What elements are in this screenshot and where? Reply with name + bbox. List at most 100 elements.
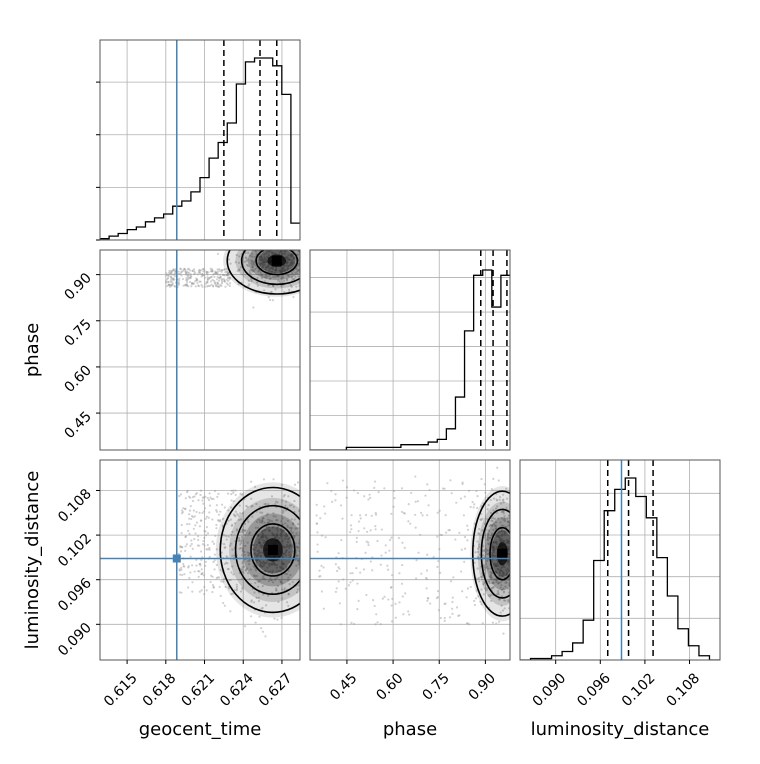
sample-point [534,583,536,585]
sample-point [249,268,253,272]
sample-point [490,545,493,549]
sample-point [186,274,189,277]
sample-point [350,514,353,517]
sample-point [210,574,213,577]
sample-point [257,518,260,521]
sample-point [516,557,518,559]
sample-point [227,272,230,275]
sample-point [183,565,186,568]
sample-point [213,553,217,556]
sample-point [215,563,218,567]
sample-point [521,596,523,598]
sample-point [261,577,264,580]
sample-point [338,567,341,570]
sample-point [271,267,274,271]
sample-point [177,282,180,285]
sample-point [237,514,240,517]
sample-point [276,501,279,504]
sample-point [231,565,234,568]
sample-point [437,609,441,612]
sample-point [489,573,493,577]
sample-point [224,546,227,549]
sample-point [205,589,208,592]
samples-ld-vs-geocent-time [177,478,308,638]
sample-point [244,211,246,213]
sample-point [414,475,417,478]
sample-point [461,590,464,593]
xlabel-geocent-time: geocent_time [139,719,262,740]
sample-point [211,269,214,272]
sample-point [306,247,308,249]
sample-point [255,561,258,564]
sample-point [306,547,308,549]
sample-point [320,564,323,567]
sample-point [204,560,207,563]
sample-point [194,524,197,527]
ytick-label: 0.090 [55,620,95,660]
sample-point [223,604,226,607]
sample-point [451,596,454,599]
sample-point [285,262,288,265]
sample-point [267,579,271,583]
sample-point [278,245,280,247]
sample-point [188,273,191,276]
sample-point [229,610,232,613]
sample-point [191,564,194,567]
frame-phase-vs-geocent-time [99,249,301,451]
sample-point [219,594,222,597]
sample-point [220,551,223,554]
sample-point [226,567,229,571]
sample-point [278,536,281,540]
sample-point [193,570,196,573]
sample-point [171,269,174,273]
sample-point [200,519,203,522]
sample-point [315,522,318,525]
sample-point [241,528,244,531]
sample-point [208,555,211,558]
sample-point [252,306,255,309]
sample-point [270,266,273,269]
sample-point [498,620,501,624]
sample-point [206,281,209,284]
sample-point [289,555,292,559]
sample-point [489,576,493,579]
sample-point [235,528,238,531]
sample-point [281,553,284,556]
sample-point [228,579,231,582]
xtick-label: 0.90 [466,670,499,703]
sample-point [293,499,296,503]
sample-point [170,284,173,287]
sample-point [262,236,264,238]
sample-point [190,281,194,285]
sample-point [265,561,268,565]
sample-point [262,560,265,563]
sample-point [215,271,218,274]
sample-point [216,576,219,579]
sample-point [306,287,308,289]
sample-point [229,518,233,521]
sample-point [276,532,279,535]
sample-point [214,271,218,275]
sample-point [545,550,547,552]
panel-hist-geocent-time [96,39,301,241]
sample-point [184,535,188,538]
sample-point [302,231,304,233]
sample-point [260,276,264,280]
sample-point [249,254,252,257]
sample-point [493,524,497,527]
sample-point [261,274,264,277]
sample-point [271,563,274,566]
sample-point [318,282,320,284]
sample-point [238,504,241,507]
sample-point [220,284,223,288]
sample-point [303,258,305,260]
sample-point [512,533,514,535]
sample-point [248,271,251,274]
sample-point [497,591,500,594]
sample-point [510,512,512,514]
histogram-luminosity-distance [520,477,720,660]
sample-point [498,581,501,584]
sample-point [416,500,420,503]
sample-point [482,564,486,567]
sample-point [500,534,503,538]
